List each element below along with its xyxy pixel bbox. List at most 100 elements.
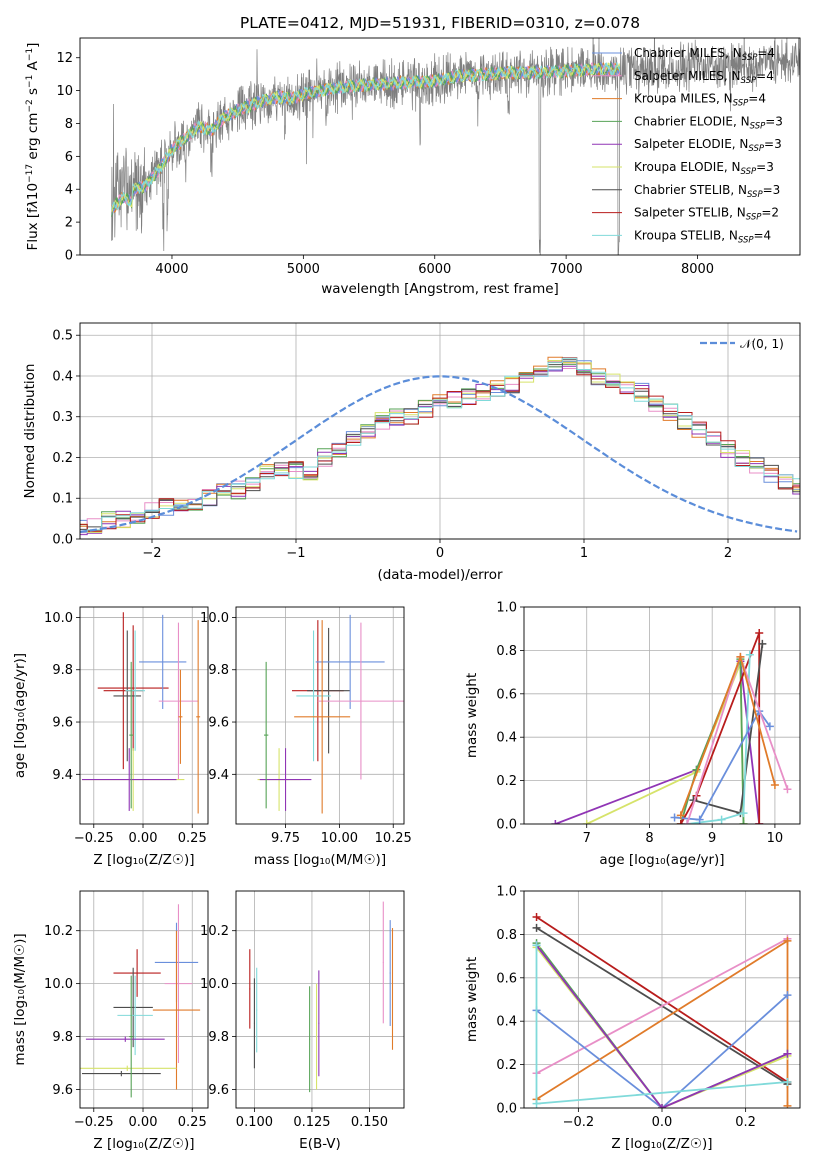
weight-point-marker bbox=[676, 820, 685, 824]
weight-point-marker bbox=[758, 639, 767, 648]
x-tick-label: −0.25 bbox=[74, 831, 114, 846]
y-tick-label: 9.8 bbox=[52, 663, 73, 678]
axes-frame bbox=[79, 606, 209, 825]
weight-series-line bbox=[693, 643, 764, 815]
y-tick-label: 10.2 bbox=[44, 924, 73, 939]
y-tick-label: 0.5 bbox=[52, 329, 73, 344]
x-tick-label: −0.25 bbox=[74, 1115, 114, 1130]
y-tick-label: 0.0 bbox=[496, 818, 517, 833]
y-tick-label: 0.6 bbox=[496, 971, 517, 986]
y-tick-label: 4 bbox=[65, 183, 73, 198]
weight-series-line bbox=[686, 654, 789, 824]
weight-point-marker bbox=[739, 820, 748, 824]
weight-point-marker bbox=[755, 820, 764, 824]
x-tick-label: 0.00 bbox=[129, 831, 158, 846]
y-tick-label: 9.6 bbox=[52, 1083, 73, 1098]
weight-point-marker bbox=[670, 813, 679, 822]
y-axis-label: mass weight bbox=[464, 673, 480, 758]
weight-series-line bbox=[586, 663, 745, 824]
residual-histogram-series bbox=[80, 357, 800, 533]
y-tick-label: 9.6 bbox=[208, 716, 229, 731]
x-tick-label: −1 bbox=[286, 546, 305, 561]
y-tick-label: 0.8 bbox=[496, 644, 517, 659]
x-tick-label: 10.25 bbox=[375, 831, 412, 846]
x-tick-label: 0.2 bbox=[735, 1115, 756, 1130]
weight-point-marker bbox=[532, 913, 541, 922]
x-axis-label: E(B-V) bbox=[299, 1136, 341, 1152]
legend-label: Chabrier ELODIE, NSSP=3 bbox=[634, 114, 783, 131]
weight-series-line bbox=[536, 937, 788, 1075]
weight-point-marker bbox=[695, 815, 704, 824]
weight-point-marker bbox=[739, 809, 748, 818]
y-tick-label: 1.0 bbox=[496, 601, 517, 616]
y-tick-label: 0.0 bbox=[52, 533, 73, 548]
weight-series-line bbox=[536, 916, 788, 1083]
mass-vs-Z-plot-area bbox=[80, 904, 201, 1098]
x-tick-label: 1 bbox=[580, 546, 588, 561]
y-tick-label: 12 bbox=[56, 51, 73, 66]
chart-title: PLATE=0412, MJD=51931, FIBERID=0310, z=0… bbox=[240, 14, 640, 32]
y-tick-label: 10.0 bbox=[44, 977, 73, 992]
y-tick-label: 10.0 bbox=[200, 611, 229, 626]
x-tick-label: 8000 bbox=[681, 262, 714, 277]
weight-point-marker bbox=[783, 1049, 792, 1058]
weight-series-line bbox=[535, 994, 789, 1108]
mass-vs-Z-panel: −0.25 0.00 0.25 9.6 9.8 10.0 10.2 Z [log₁₀(Z/Z☉… bbox=[12, 890, 209, 1152]
x-axis-label: Z [log₁₀(Z/Z☉)] bbox=[93, 1136, 194, 1152]
weight-series-line bbox=[674, 709, 771, 821]
x-tick-label: −0.2 bbox=[563, 1115, 595, 1130]
age-vs-mass-plot-area bbox=[257, 614, 404, 814]
weight-point-marker bbox=[783, 991, 792, 1000]
model-spectrum-line bbox=[111, 62, 621, 211]
y-tick-label: 0.2 bbox=[52, 451, 73, 466]
y-tick-label: 9.6 bbox=[52, 716, 73, 731]
x-tick-label: 0.25 bbox=[178, 831, 207, 846]
mass-vs-ebv-panel: 0.100 0.125 0.150 9.6 9.8 10.0 10.2 E(B-V) bbox=[200, 890, 405, 1152]
y-tick-label: 9.6 bbox=[208, 1083, 229, 1098]
axes-frame bbox=[79, 890, 209, 1109]
residual-histogram-series bbox=[80, 363, 800, 531]
y-tick-label: 0.4 bbox=[52, 369, 73, 384]
x-tick-label: 0.0 bbox=[652, 1115, 673, 1130]
x-axis-label: wavelength [Angstrom, rest frame] bbox=[321, 281, 559, 297]
y-tick-label: 9.8 bbox=[208, 663, 229, 678]
legend-label: Kroupa ELODIE, NSSP=3 bbox=[634, 160, 774, 177]
y-tick-label: 8 bbox=[65, 117, 73, 132]
y-tick-label: 9.4 bbox=[52, 768, 73, 783]
weight-point-marker bbox=[532, 941, 541, 950]
y-tick-label: 0.0 bbox=[496, 1102, 517, 1117]
y-axis-label: Flux [fλ10−17 erg cm−2 s−1 A−1] bbox=[25, 43, 41, 251]
age-vs-Z-plot-area bbox=[81, 612, 201, 814]
legend-label: Salpeter MILES, NSSP=4 bbox=[634, 69, 774, 86]
axes-frame bbox=[79, 37, 801, 256]
x-tick-label: 5000 bbox=[287, 262, 320, 277]
y-tick-label: 0.4 bbox=[496, 1015, 517, 1030]
y-tick-label: 0.4 bbox=[496, 731, 517, 746]
y-tick-label: 0.8 bbox=[496, 928, 517, 943]
residuals-panel: −2 −1 0 1 2 0.0 0.1 0.2 0.3 0.4 0.5 (data-model)/er… bbox=[22, 322, 801, 583]
weight-series-line bbox=[535, 944, 788, 1108]
axes-frame bbox=[235, 606, 405, 825]
weight-vs-age-plot-area bbox=[551, 629, 792, 824]
y-axis-label: mass [log₁₀(M/M☉)] bbox=[12, 933, 28, 1065]
weight-point-marker bbox=[658, 1104, 666, 1108]
x-tick-label: 4000 bbox=[155, 262, 188, 277]
y-tick-label: 0.2 bbox=[496, 774, 517, 789]
x-axis-label: mass [log₁₀(M/M☉)] bbox=[254, 852, 386, 868]
y-tick-label: 10.0 bbox=[200, 977, 229, 992]
x-axis-label: (data-model)/error bbox=[377, 567, 503, 583]
x-tick-label: 0 bbox=[436, 546, 444, 561]
y-tick-label: 0.1 bbox=[52, 492, 73, 507]
x-tick-label: 0.00 bbox=[129, 1115, 158, 1130]
weight-series-line bbox=[679, 653, 776, 816]
y-tick-label: 9.4 bbox=[208, 768, 229, 783]
y-tick-label: 10.2 bbox=[200, 924, 229, 939]
y-tick-label: 0.2 bbox=[496, 1058, 517, 1073]
y-tick-label: 9.8 bbox=[52, 1030, 73, 1045]
x-tick-label: 10.00 bbox=[321, 831, 358, 846]
x-axis-label: age [log₁₀(age/yr)] bbox=[599, 852, 724, 868]
y-tick-label: 2 bbox=[65, 216, 73, 231]
weight-point-marker bbox=[532, 1099, 541, 1108]
y-tick-label: 0.6 bbox=[496, 687, 517, 702]
x-tick-label: 0.125 bbox=[293, 1115, 330, 1130]
